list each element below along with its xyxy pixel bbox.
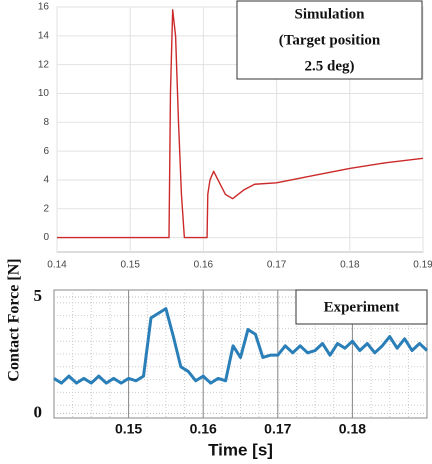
y-tick-label: 6 [43,146,49,157]
y-tick-label: 14 [38,30,50,41]
y-tick-label: 0 [34,402,43,421]
x-tick-label: 0.17 [264,421,291,437]
y-tick-label: 10 [38,88,50,99]
annotation: (Target position [279,32,381,48]
annotation-box [295,289,428,325]
x-tick-label: 0.16 [194,260,214,271]
x-axis-label: Time [s] [208,440,273,459]
y-tick-label: 8 [43,117,49,128]
x-tick-label: 0.16 [190,421,217,437]
y-tick-label: 16 [38,2,50,13]
x-tick-label: 0.17 [267,260,287,271]
annotation: Simulation [294,6,365,22]
x-tick-label: 0.15 [120,260,140,271]
x-tick-label: 0.14 [47,260,67,271]
annotation: 2.5 deg) [305,58,355,74]
x-tick-label: 0.18 [340,260,360,271]
y-tick-label: 5 [34,286,43,305]
y-tick-label: 12 [38,59,50,70]
y-tick-label: 2 [43,203,49,214]
x-tick-label: 0.18 [339,421,366,437]
x-tick-label: 0.19 [413,260,432,271]
data-line [53,307,429,385]
y-tick-label: 0 [43,232,49,243]
x-tick-label: 0.15 [115,421,142,437]
y-tick-label: 4 [43,175,49,186]
annotation: Experiment [324,299,400,315]
data-line [57,9,424,239]
y-axis-label: Contact Force [N] [6,258,23,381]
annotation-box [236,0,423,80]
